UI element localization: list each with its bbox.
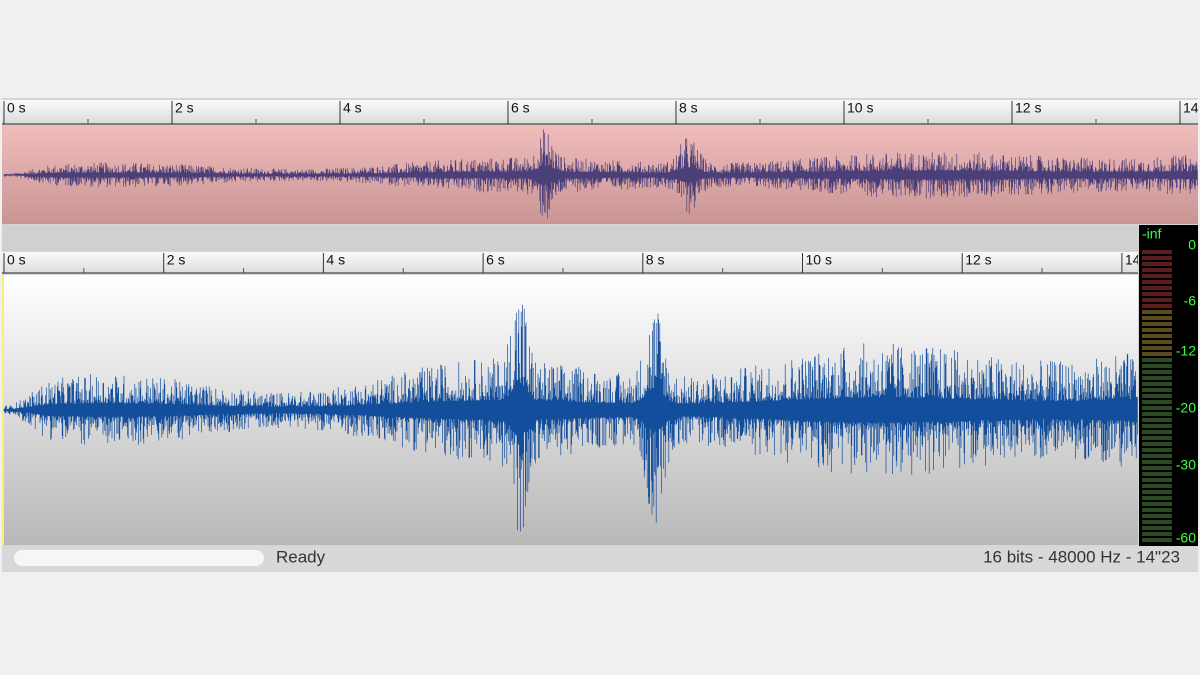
meter-segment [1142, 508, 1172, 512]
meter-segment [1142, 406, 1172, 410]
ruler-label: 12 s [1015, 100, 1041, 116]
meter-segment [1142, 340, 1172, 344]
meter-label: -60 [1176, 530, 1196, 546]
meter-segment [1142, 418, 1172, 422]
ruler-label: 0 s [7, 100, 26, 116]
meter-segment [1142, 280, 1172, 284]
meter-segment [1142, 412, 1172, 416]
meter-segment [1142, 532, 1172, 536]
meter-label: 0 [1188, 237, 1196, 253]
format-text: 16 bits - 48000 Hz - 14"23 [983, 547, 1180, 566]
meter-segment [1142, 394, 1172, 398]
meter-segment [1142, 454, 1172, 458]
meter-segment [1142, 262, 1172, 266]
ruler-label: 0 s [7, 252, 26, 268]
meter-segment [1142, 472, 1172, 476]
meter-segment [1142, 460, 1172, 464]
meter-segment [1142, 328, 1172, 332]
meter-segment [1142, 514, 1172, 518]
ruler-label: 12 s [965, 252, 991, 268]
ruler-label: 14 [1125, 252, 1141, 268]
meter-segment [1142, 286, 1172, 290]
ruler-label: 8 s [679, 100, 698, 116]
meter-segment [1142, 490, 1172, 494]
meter-segment [1142, 352, 1172, 356]
meter-segment [1142, 256, 1172, 260]
meter-segment [1142, 466, 1172, 470]
meter-segment [1142, 502, 1172, 506]
ruler-label: 10 s [806, 252, 832, 268]
meter-segment [1142, 358, 1172, 362]
meter-segment [1142, 526, 1172, 530]
meter-segment [1142, 430, 1172, 434]
meter-segment [1142, 298, 1172, 302]
meter-segment [1142, 316, 1172, 320]
meter-segment [1142, 496, 1172, 500]
meter-segment [1142, 376, 1172, 380]
scroll-area[interactable] [2, 225, 1138, 251]
meter-segment [1142, 304, 1172, 308]
waveform [3, 304, 1138, 532]
meter-label: -30 [1176, 457, 1196, 473]
ruler-label: 6 s [511, 100, 530, 116]
ruler-label: 10 s [847, 100, 873, 116]
top-ruler [2, 100, 1198, 124]
status-text: Ready [276, 547, 326, 566]
ruler-label: 14 [1183, 100, 1199, 116]
ruler-label: 2 s [175, 100, 194, 116]
meter-segment [1142, 424, 1172, 428]
ruler-label: 4 s [343, 100, 362, 116]
meter-segment [1142, 370, 1172, 374]
main-ruler [2, 252, 1138, 274]
meter-segment [1142, 520, 1172, 524]
meter-segment [1142, 292, 1172, 296]
waveform [3, 129, 1198, 219]
meter-label: -6 [1184, 293, 1197, 309]
meter-segment [1142, 250, 1172, 254]
meter-segment [1142, 346, 1172, 350]
progress-bar [14, 550, 264, 566]
meter-segment [1142, 334, 1172, 338]
meter-segment [1142, 448, 1172, 452]
meter-label: -12 [1176, 343, 1196, 359]
meter-label: -20 [1176, 400, 1196, 416]
meter-segment [1142, 364, 1172, 368]
meter-segment [1142, 442, 1172, 446]
meter-segment [1142, 310, 1172, 314]
meter-segment [1142, 400, 1172, 404]
ruler-label: 6 s [486, 252, 505, 268]
meter-segment [1142, 388, 1172, 392]
ruler-label: 4 s [326, 252, 345, 268]
meter-segment [1142, 268, 1172, 272]
meter-segment [1142, 538, 1172, 542]
ruler-label: 8 s [646, 252, 665, 268]
meter-segment [1142, 382, 1172, 386]
meter-segment [1142, 478, 1172, 482]
meter-label: -inf [1142, 226, 1162, 242]
meter-segment [1142, 484, 1172, 488]
ruler-label: 2 s [167, 252, 186, 268]
meter-segment [1142, 274, 1172, 278]
meter-segment [1142, 322, 1172, 326]
meter-segment [1142, 436, 1172, 440]
